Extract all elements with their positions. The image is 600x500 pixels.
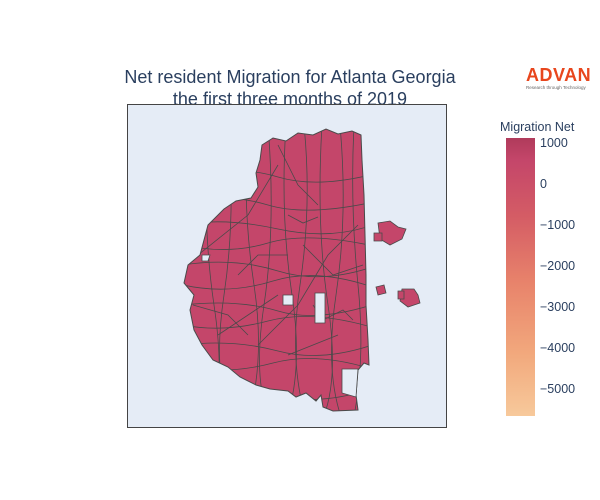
logo-wordmark: ADVAN [526, 65, 592, 85]
logo-tagline: Research through Technology [526, 85, 586, 90]
colorbar-title: Migration Net [500, 120, 575, 134]
map-frame [127, 104, 447, 428]
colorbar-tick: −1000 [540, 218, 576, 232]
colorbar-tick: 0 [540, 177, 547, 191]
colorbar-tick: 1000 [540, 136, 568, 150]
map-holes [201, 254, 359, 398]
colorbar-tick: −3000 [540, 300, 576, 314]
colorbar-tick: −4000 [540, 341, 576, 355]
colorbar-tick: −5000 [540, 382, 576, 396]
outlier-tracts [373, 220, 421, 308]
advan-logo: ADVAN Research through Technology [526, 66, 596, 90]
colorbar-tick: −2000 [540, 259, 576, 273]
atlanta-choropleth[interactable] [128, 105, 446, 427]
title-line-1: Net resident Migration for Atlanta Georg… [124, 67, 456, 87]
colorbar-gradient [506, 138, 535, 416]
